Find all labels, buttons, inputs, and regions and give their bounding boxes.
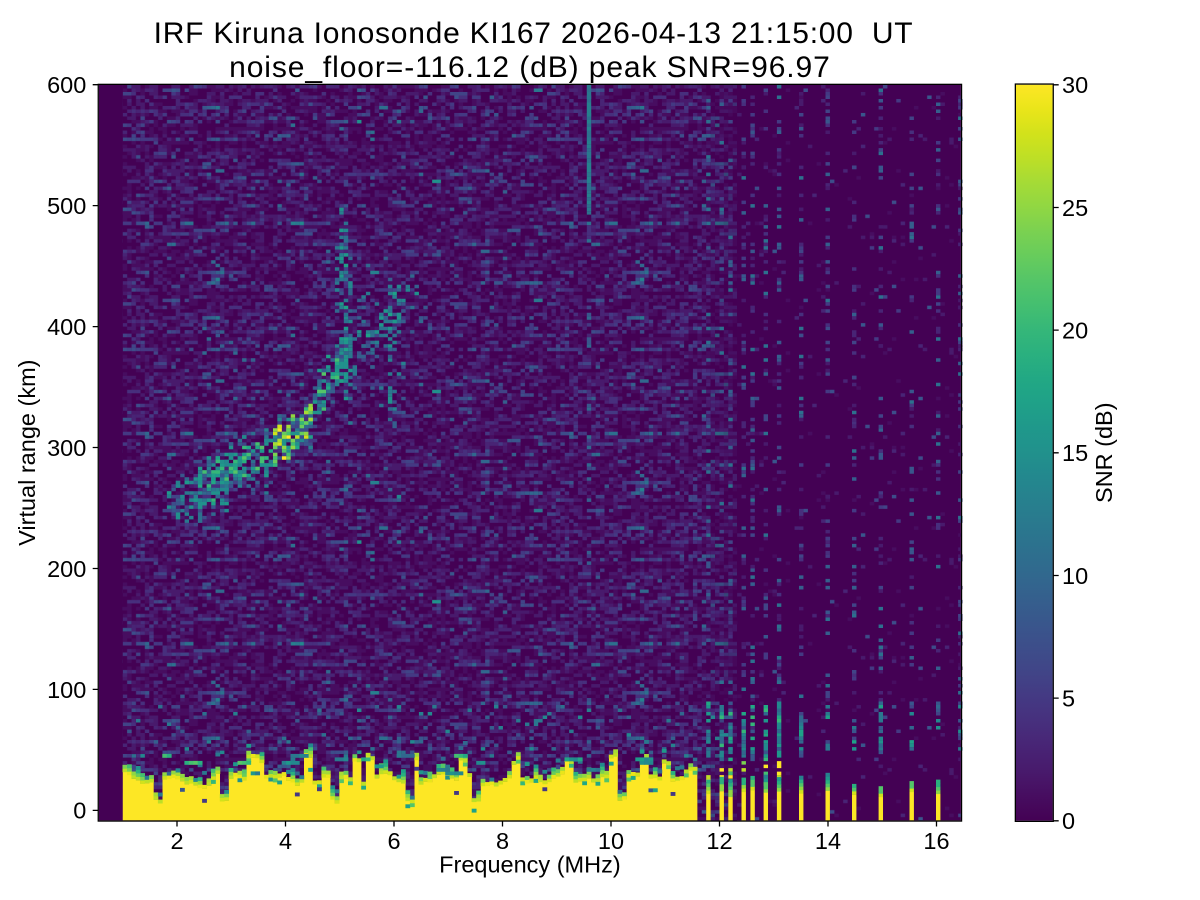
svg-text:10: 10 <box>1062 563 1088 589</box>
svg-text:Virtual range (km): Virtual range (km) <box>14 360 40 546</box>
svg-text:12: 12 <box>706 828 732 854</box>
svg-text:5: 5 <box>1062 685 1075 711</box>
svg-text:500: 500 <box>47 193 86 219</box>
svg-text:15: 15 <box>1062 440 1088 466</box>
svg-text:Frequency (MHz): Frequency (MHz) <box>439 852 621 878</box>
svg-text:100: 100 <box>47 677 86 703</box>
svg-text:14: 14 <box>815 828 841 854</box>
svg-text:IRF Kiruna Ionosonde KI167 202: IRF Kiruna Ionosonde KI167 2026-04-13 21… <box>154 17 914 50</box>
svg-text:200: 200 <box>47 556 86 582</box>
svg-text:0: 0 <box>73 798 86 824</box>
svg-text:10: 10 <box>598 828 624 854</box>
svg-text:SNR (dB): SNR (dB) <box>1091 402 1117 503</box>
svg-text:20: 20 <box>1062 317 1088 343</box>
svg-text:400: 400 <box>47 314 86 340</box>
svg-text:8: 8 <box>496 828 509 854</box>
svg-text:30: 30 <box>1062 72 1088 98</box>
svg-text:16: 16 <box>923 828 949 854</box>
svg-text:0: 0 <box>1062 808 1075 834</box>
svg-text:6: 6 <box>387 828 400 854</box>
svg-text:noise_floor=-116.12 (dB) peak: noise_floor=-116.12 (dB) peak SNR=96.97 <box>229 51 831 84</box>
svg-text:4: 4 <box>279 828 292 854</box>
svg-text:2: 2 <box>170 828 183 854</box>
svg-text:300: 300 <box>47 435 86 461</box>
svg-text:600: 600 <box>47 72 86 98</box>
svg-text:25: 25 <box>1062 195 1088 221</box>
